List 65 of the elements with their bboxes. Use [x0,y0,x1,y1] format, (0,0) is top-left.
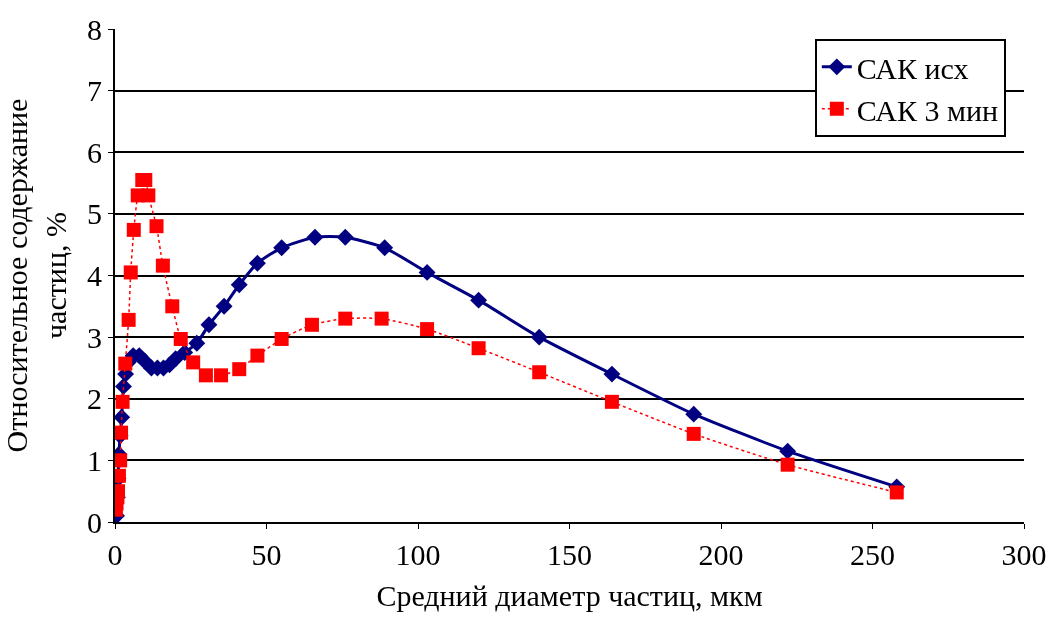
y-tick-label: 2 [87,382,102,416]
point [889,485,904,500]
point [604,394,619,409]
point [200,316,218,334]
y-tick-label: 8 [87,12,102,46]
point [121,312,136,327]
y-tick-label: 6 [87,135,102,169]
point [230,276,248,294]
x-tick-label: 150 [547,538,592,571]
point [274,331,289,346]
point [304,317,319,332]
point [188,334,206,352]
point [214,368,229,383]
point [374,311,389,326]
point [115,425,129,440]
point [215,297,233,315]
x-axis-title: Средний диаметр частиц, мкм [376,579,763,612]
y-tick-label: 1 [87,443,102,477]
legend-label: САК исх [856,51,969,85]
point [165,299,180,314]
point [155,258,170,273]
y-tick-label: 7 [87,74,102,108]
y-tick-label: 0 [87,505,102,539]
point [149,219,164,234]
x-tick-label: 250 [850,538,895,571]
point [420,322,435,337]
y-tick-label: 4 [87,259,102,292]
point [123,265,138,280]
x-tick-label: 100 [395,538,441,571]
point [779,442,797,460]
point [376,239,394,257]
point [338,311,353,326]
point [685,405,703,423]
point [126,222,141,237]
point [306,228,324,246]
x-tick-label: 50 [251,538,282,571]
point [115,408,131,426]
point [248,254,266,272]
point [198,368,213,383]
x-tick-label: 0 [107,538,123,571]
point [250,348,265,363]
point [336,228,354,246]
point [186,355,201,370]
point [115,394,130,409]
point [167,350,185,368]
x-tick-label: 200 [698,538,744,571]
point [532,365,547,380]
point [470,291,488,309]
point [141,188,156,203]
point [118,356,133,371]
y-tick-label: 3 [87,320,102,354]
point [418,263,436,281]
point [780,457,795,472]
y-tick-label: 5 [87,197,102,231]
point [273,239,291,257]
y-axis-title: Относительное содержание частиц, % [0,98,72,453]
point [115,453,128,468]
point [686,426,701,441]
legend-label: САК 3 мин [856,93,999,127]
point [232,362,247,377]
point [530,328,548,346]
x-tick-label: 300 [1001,538,1047,571]
point [173,331,188,346]
point [603,365,621,383]
point [471,341,486,356]
